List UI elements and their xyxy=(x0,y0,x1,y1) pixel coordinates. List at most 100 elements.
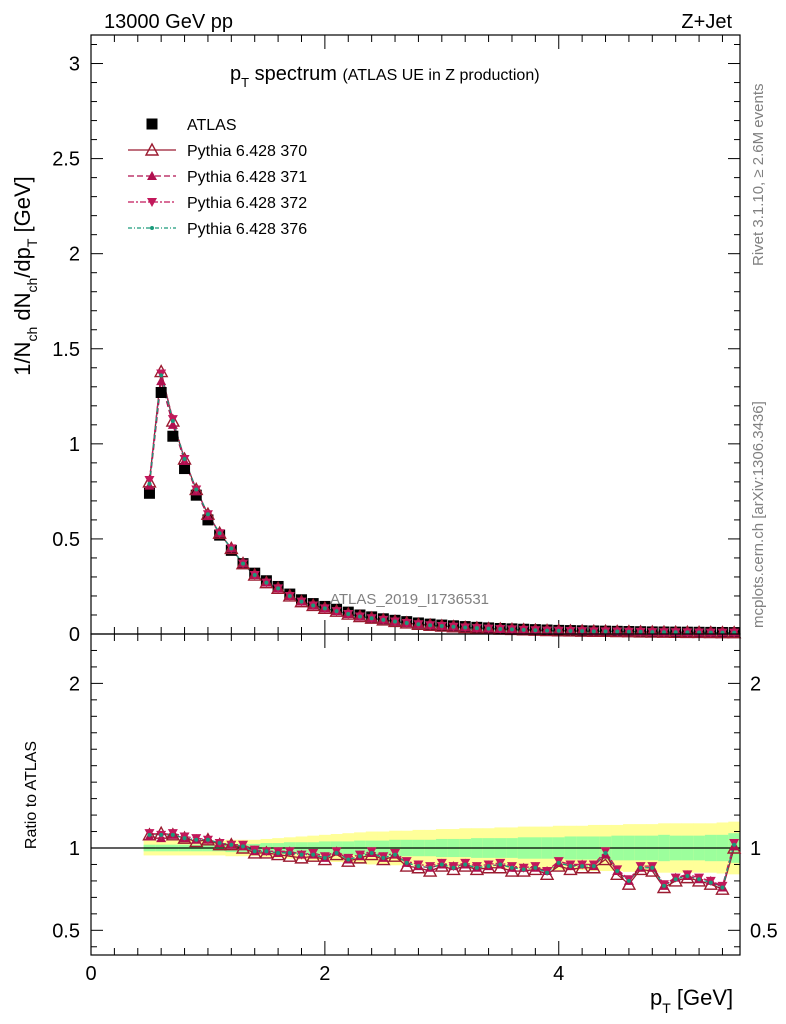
process-label: Z+Jet xyxy=(681,11,732,33)
ratio-y-tick-label-right: 1 xyxy=(750,838,761,860)
mc-point xyxy=(182,457,187,462)
mc-point xyxy=(299,599,304,604)
mc-point xyxy=(182,836,187,841)
mc-point xyxy=(404,860,409,865)
mc-point xyxy=(556,628,561,633)
mc-point xyxy=(428,623,433,628)
mc-point xyxy=(661,883,666,888)
mc-point xyxy=(650,865,655,870)
mc-point xyxy=(521,867,526,872)
mc-point xyxy=(322,606,327,611)
mc-point xyxy=(638,629,643,634)
mc-point xyxy=(159,373,164,378)
mc-point xyxy=(474,865,479,870)
data-point xyxy=(146,118,158,130)
mc-point xyxy=(439,624,444,629)
mc-point xyxy=(252,849,257,854)
mc-point xyxy=(626,878,631,883)
mc-point xyxy=(147,198,157,207)
mc-point xyxy=(673,630,678,635)
mc-point xyxy=(282,848,297,862)
mc-point xyxy=(357,614,362,619)
y-tick-label: 0.5 xyxy=(52,529,80,551)
mc-point xyxy=(603,629,608,634)
data-point xyxy=(167,430,179,442)
mc-point xyxy=(463,625,468,630)
mc-point xyxy=(720,885,725,890)
mc-point xyxy=(346,612,351,617)
mc-point xyxy=(381,855,386,860)
mc-point xyxy=(393,619,398,624)
mc-point xyxy=(673,877,678,882)
ratio-y-axis-label: Ratio to ATLAS xyxy=(23,741,40,849)
mc-point xyxy=(615,869,620,874)
x-tick-label: 2 xyxy=(319,963,330,985)
mc-point xyxy=(147,171,157,180)
mc-point xyxy=(661,630,666,635)
mc-point xyxy=(603,850,608,855)
y-axis-label: 1/Nch dNch/dpT [GeV] xyxy=(10,176,40,376)
mc-point xyxy=(287,593,292,598)
mc-point xyxy=(486,626,491,631)
mc-point xyxy=(369,616,374,621)
mc-point xyxy=(287,850,292,855)
mc-point xyxy=(150,226,154,230)
data-point xyxy=(143,487,155,499)
legend-label: Pythia 6.428 371 xyxy=(187,169,307,186)
y-tick-label: 2.5 xyxy=(52,149,80,171)
mc-point xyxy=(416,864,421,869)
mc-point xyxy=(463,862,468,867)
mc-point xyxy=(545,628,550,633)
mc-point xyxy=(381,617,386,622)
ratio-y-tick-label: 0.5 xyxy=(52,920,80,942)
mc-point xyxy=(276,850,281,855)
mc-point xyxy=(416,622,421,627)
y-tick-label: 0 xyxy=(69,624,80,646)
mc-point xyxy=(159,832,164,837)
mc-point xyxy=(650,630,655,635)
mc-point xyxy=(568,628,573,633)
ratio-y-tick-label-right: 2 xyxy=(750,673,761,695)
mc-point xyxy=(177,830,192,844)
mc-point xyxy=(252,573,257,578)
mc-point xyxy=(474,626,479,631)
legend-label: Pythia 6.428 372 xyxy=(187,195,307,212)
mc-point xyxy=(322,855,327,860)
mc-point xyxy=(451,624,456,629)
mc-point xyxy=(498,627,503,632)
mc-point xyxy=(498,862,503,867)
mc-point xyxy=(334,609,339,614)
legend-label: ATLAS xyxy=(187,117,237,134)
mc-point xyxy=(217,841,222,846)
mc-point xyxy=(638,865,643,870)
legend-label: Pythia 6.428 376 xyxy=(187,221,307,238)
mc-point xyxy=(393,852,398,857)
mc-point xyxy=(299,852,304,857)
mc-point xyxy=(533,865,538,870)
legend-label: Pythia 6.428 370 xyxy=(187,143,307,160)
mc-point xyxy=(591,629,596,634)
ratio-y-tick-label-right: 0.5 xyxy=(750,920,778,942)
energy-label: 13000 GeV pp xyxy=(104,11,233,33)
mc-point xyxy=(167,419,178,429)
legend: ATLAS Pythia 6.428 370 Pythia 6.428 371 Pyt… xyxy=(128,117,307,238)
mc-point xyxy=(708,880,713,885)
mc-point xyxy=(509,627,514,632)
mc-point xyxy=(205,837,210,842)
mc-point xyxy=(626,629,631,634)
data-point xyxy=(179,463,191,475)
mc-point xyxy=(568,864,573,869)
mc-point xyxy=(509,865,514,870)
mc-point xyxy=(194,837,199,842)
y-tick-label: 2 xyxy=(69,244,80,266)
x-axis-label: pT [GeV] xyxy=(650,985,733,1016)
data-point xyxy=(155,386,167,398)
ratio-frame xyxy=(90,633,741,956)
mc-point xyxy=(545,870,550,875)
mc-point xyxy=(205,512,210,517)
mc-point xyxy=(144,142,160,156)
mc-point xyxy=(217,531,222,536)
mc-point xyxy=(591,864,596,869)
mc-point xyxy=(194,487,199,492)
